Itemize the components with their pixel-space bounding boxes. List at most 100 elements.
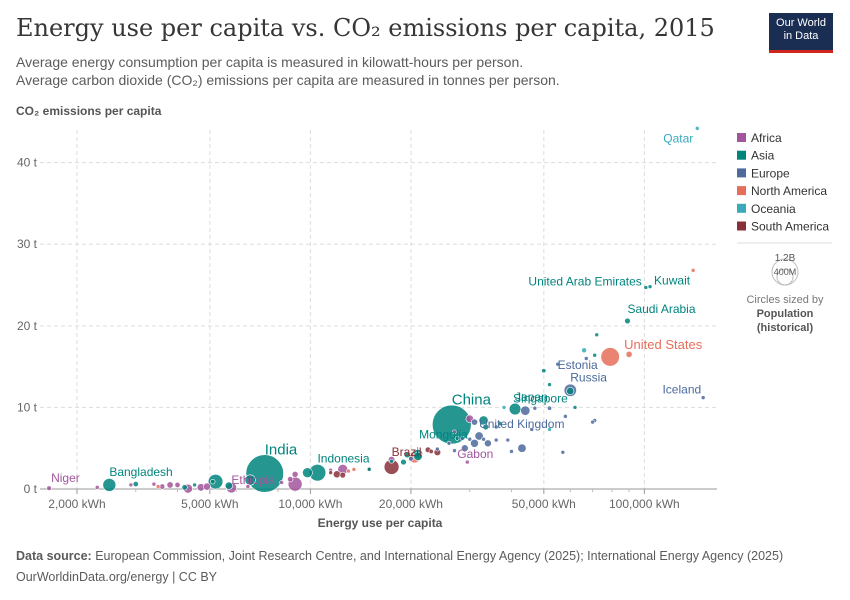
point-france <box>517 443 527 453</box>
point-belarus <box>481 436 486 442</box>
point-russia <box>563 383 577 397</box>
size-legend-small-circle <box>776 268 794 286</box>
point-japan <box>508 402 522 416</box>
point-colombia <box>332 470 341 479</box>
point-venezuela <box>424 446 432 453</box>
label-iceland: Iceland <box>662 383 701 397</box>
size-legend-large-circle <box>771 258 799 286</box>
point-netherlands <box>547 405 552 411</box>
point-libya <box>452 429 457 435</box>
point-sudan <box>166 481 174 489</box>
subtitle-line-2: Average carbon dioxide (CO₂) emissions p… <box>16 72 560 88</box>
size-legend-small-label: 400M <box>774 267 797 277</box>
point-mongolia <box>454 436 460 441</box>
size-legend-large-label: 1.2B <box>775 253 796 264</box>
label-united-kingdom: United Kingdom <box>479 417 564 431</box>
x-axis-title: Energy use per capita <box>318 516 443 530</box>
point-qatar-small-neighbour <box>501 405 507 410</box>
legend-swatch-africa <box>737 133 746 142</box>
point-saudi-arabia <box>624 317 631 325</box>
size-legend: 1.2B 400M Circles sized by Population (histo… <box>746 253 824 334</box>
point-egypt <box>337 464 349 475</box>
x-tick-label: 20,000 kWh <box>379 497 443 511</box>
point-iraq <box>403 451 411 459</box>
label-united-states: United States <box>624 337 703 352</box>
point-bulgaria <box>467 436 473 442</box>
footer-url[interactable]: OurWorldinData.org/energy | CC BY <box>16 570 218 584</box>
point-bolivia <box>328 470 333 475</box>
point-ireland <box>493 424 499 430</box>
point-brazil <box>383 459 400 475</box>
point-thailand <box>413 451 423 461</box>
point-zimbabwe <box>279 480 284 485</box>
point-turkey <box>413 449 423 459</box>
point-united-kingdom <box>474 431 484 441</box>
point-italy <box>470 438 479 448</box>
point-germany <box>520 405 531 416</box>
label-saudi-arabia: Saudi Arabia <box>627 302 695 316</box>
point-senegal <box>151 481 157 487</box>
label-ethiopia: Ethiopia <box>231 473 275 487</box>
point-benin <box>128 482 134 488</box>
point-algeria <box>387 456 396 464</box>
point-united-states <box>600 347 620 367</box>
label-china: China <box>452 392 492 409</box>
point-nigeria <box>287 476 303 492</box>
legend-swatch-europe <box>737 168 746 178</box>
point-mexico <box>408 451 421 464</box>
legend-swatch-north-america <box>737 186 746 196</box>
point-eritrea <box>94 485 100 490</box>
point-spain <box>484 439 492 448</box>
point-philippines <box>244 474 256 486</box>
point-dr-congo <box>183 483 193 494</box>
point-uzbekistan <box>400 458 407 466</box>
source-label: Data source: <box>16 549 92 563</box>
footer-source: Data source: European Commission, Joint … <box>16 549 783 563</box>
point-labels: Qatar Kuwait United Arab Emirates Saudi Ara… <box>51 131 703 486</box>
point-ethiopia <box>225 482 237 494</box>
point-sri-lanka <box>210 478 216 485</box>
point-mozambique <box>159 483 166 490</box>
x-tick-label: 50,000 kWh <box>512 497 576 511</box>
y-tick-label: 40 t <box>17 156 38 170</box>
point-luxembourg <box>583 356 589 361</box>
point-iceland <box>700 395 706 400</box>
point-ukraine <box>461 444 469 452</box>
point-hungary <box>452 448 457 453</box>
label-qatar: Qatar <box>663 131 693 145</box>
point-kenya <box>203 482 211 491</box>
legend-label-oceania: Oceania <box>751 202 796 216</box>
label-india: India <box>265 441 298 458</box>
legend-label-north-america: North America <box>751 184 827 198</box>
point-kuwait <box>647 284 653 289</box>
source-text: European Commission, Joint Research Cent… <box>95 549 784 563</box>
point-ecuador <box>366 466 372 471</box>
axes: 0 t 10 t 20 t 30 t 40 t 2,000 kWh 5,000 kWh 10,… <box>16 104 717 530</box>
point-angola <box>287 476 294 483</box>
size-legend-caption-1: Circles sized by <box>746 294 824 306</box>
legend-swatch-asia <box>737 150 746 160</box>
legend-label-south-america: South America <box>751 220 829 234</box>
point-estonia <box>555 361 560 367</box>
point-china <box>431 404 472 445</box>
legend-label-europe: Europe <box>751 166 790 180</box>
point-azerbaijan <box>389 458 394 464</box>
point-malaysia <box>482 423 489 431</box>
label-kuwait: Kuwait <box>654 274 691 288</box>
label-brazil: Brazil <box>392 445 422 459</box>
label-indonesia: Indonesia <box>317 452 369 466</box>
x-tick-label: 100,000 kWh <box>609 497 680 511</box>
subtitle-line-1: Average energy consumption per capita is… <box>16 54 524 70</box>
point-denmark <box>505 437 511 443</box>
owid-logo[interactable]: Our World in Data <box>769 13 833 53</box>
y-tick-label: 10 t <box>17 400 38 414</box>
chart-title: Energy use per capita vs. CO₂ emissions … <box>16 14 715 42</box>
label-united-arab-emirates: United Arab Emirates <box>528 274 641 288</box>
point-vietnam <box>302 467 313 478</box>
legend-label-africa: Africa <box>751 131 782 145</box>
point-chile <box>428 448 434 454</box>
point-indonesia <box>308 464 327 482</box>
point-austria <box>529 427 535 432</box>
point-argentina <box>433 448 442 456</box>
point-greece <box>460 436 465 441</box>
